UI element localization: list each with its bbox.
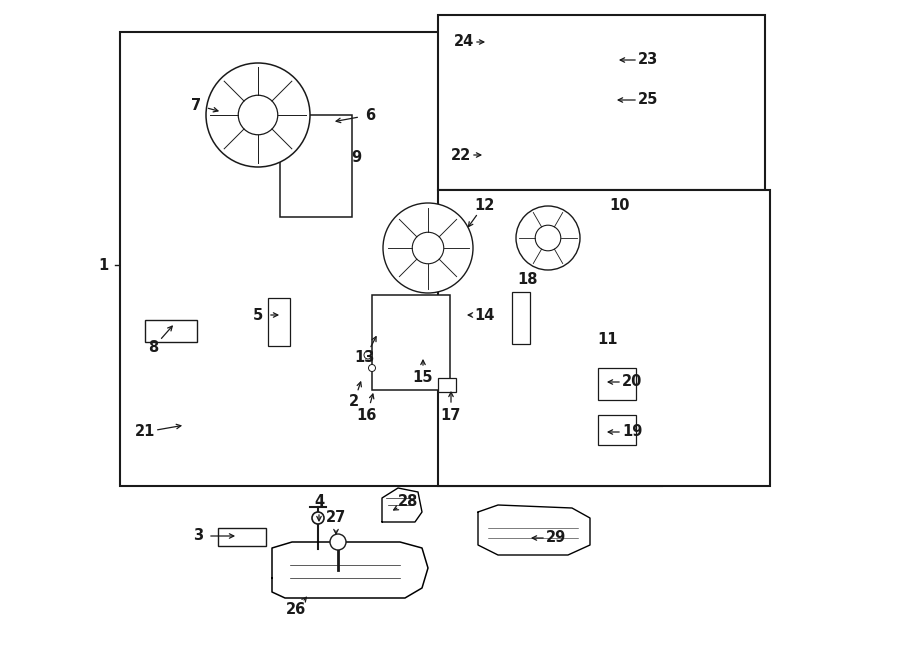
Circle shape (516, 206, 580, 270)
Bar (438, 15, 765, 190)
Circle shape (238, 95, 278, 135)
Text: 24: 24 (454, 34, 474, 50)
Circle shape (364, 351, 372, 359)
Circle shape (536, 225, 561, 251)
Text: 4: 4 (314, 494, 324, 510)
Bar (280, 115, 352, 217)
Text: 15: 15 (413, 371, 433, 385)
Text: 5: 5 (253, 307, 263, 323)
Bar (372, 295, 450, 390)
Text: 6: 6 (364, 108, 375, 122)
Text: 3: 3 (193, 529, 203, 543)
Text: 2: 2 (349, 395, 359, 410)
Text: 18: 18 (518, 272, 538, 288)
Bar (438, 378, 456, 392)
Circle shape (368, 364, 375, 371)
Text: 29: 29 (546, 531, 566, 545)
Text: 12: 12 (473, 198, 494, 212)
Text: 28: 28 (398, 494, 418, 510)
Circle shape (412, 232, 444, 264)
Bar (120, 32, 662, 486)
Bar (438, 190, 770, 486)
Text: 25: 25 (638, 93, 658, 108)
Bar (598, 415, 636, 445)
Text: 7: 7 (191, 98, 201, 112)
Bar (512, 292, 530, 344)
Bar (218, 528, 266, 546)
Text: 26: 26 (286, 602, 306, 617)
Text: 19: 19 (622, 424, 643, 440)
Text: 13: 13 (355, 350, 375, 366)
Text: 17: 17 (441, 407, 461, 422)
Text: 20: 20 (622, 375, 643, 389)
Bar (268, 298, 290, 346)
Circle shape (383, 203, 473, 293)
Circle shape (330, 534, 346, 550)
Text: 11: 11 (598, 332, 618, 348)
Circle shape (312, 512, 324, 524)
Text: 21: 21 (135, 424, 155, 440)
Bar (598, 368, 636, 400)
Bar (145, 320, 197, 342)
Text: 10: 10 (610, 198, 630, 212)
Text: 14: 14 (473, 307, 494, 323)
Text: 16: 16 (356, 407, 377, 422)
Text: 1: 1 (98, 258, 108, 272)
Text: 9: 9 (351, 151, 361, 165)
Circle shape (206, 63, 310, 167)
Text: 22: 22 (451, 147, 471, 163)
Text: 27: 27 (326, 510, 346, 525)
Text: 8: 8 (148, 340, 158, 356)
Text: 23: 23 (638, 52, 658, 67)
